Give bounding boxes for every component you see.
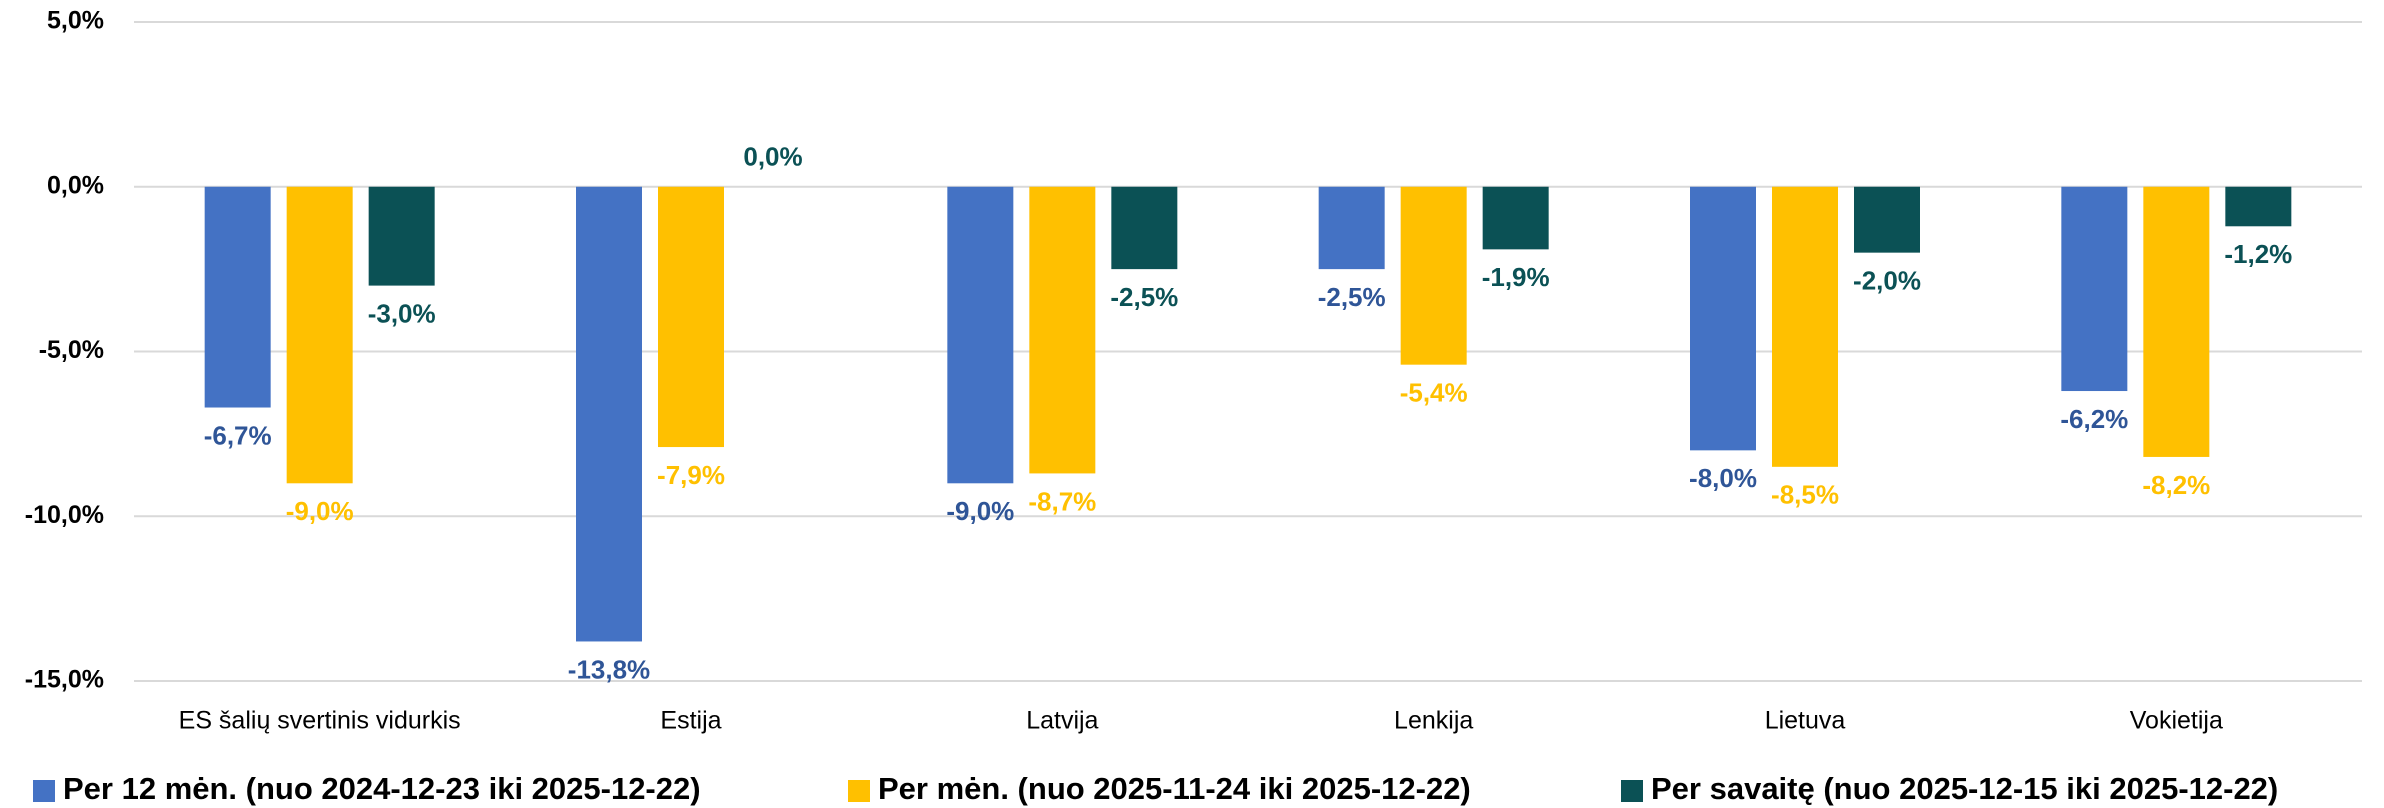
legend-swatch — [848, 780, 870, 802]
bar — [1400, 186, 1467, 365]
bar — [204, 186, 271, 408]
x-tick-label: Vokietija — [2130, 707, 2223, 735]
bar — [1482, 186, 1549, 250]
bar — [1772, 186, 1838, 467]
value-label: -7,9% — [657, 460, 725, 490]
legend-label: Per mėn. (nuo 2025-11-24 iki 2025-12-22) — [878, 771, 1471, 806]
bar — [1029, 186, 1096, 474]
bar — [2143, 186, 2210, 457]
bar — [2061, 186, 2128, 392]
bar — [658, 186, 724, 448]
value-label: -8,7% — [1028, 486, 1096, 516]
x-tick-label: ES šalių svertinis vidurkis — [179, 707, 461, 735]
x-tick-label: Lenkija — [1394, 707, 1473, 735]
value-label: -6,7% — [204, 420, 272, 450]
value-label: -8,5% — [1771, 480, 1839, 510]
value-label: -8,2% — [2142, 470, 2210, 500]
value-label: 0,0% — [743, 142, 802, 172]
value-label: -9,0% — [946, 496, 1014, 526]
x-tick-label: Latvija — [1026, 707, 1098, 735]
y-tick-label: -5,0% — [39, 336, 104, 364]
y-tick-label: -10,0% — [25, 501, 104, 529]
bar — [286, 186, 353, 484]
x-tick-label: Lietuva — [1765, 707, 1846, 735]
value-label: -3,0% — [368, 298, 436, 328]
bar — [1854, 186, 1920, 253]
y-tick-label: 5,0% — [47, 7, 104, 35]
legend-label: Per 12 mėn. (nuo 2024-12-23 iki 2025-12-… — [63, 771, 701, 806]
bar — [368, 186, 435, 286]
bar — [576, 186, 642, 642]
y-tick-label: -15,0% — [25, 666, 104, 694]
y-tick-label: 0,0% — [47, 171, 104, 199]
bar — [2225, 186, 2292, 227]
bar — [1318, 186, 1385, 270]
value-label: -2,5% — [1110, 282, 1178, 312]
value-label: -1,2% — [2224, 239, 2292, 269]
bar — [947, 186, 1014, 484]
value-label: -5,4% — [1400, 378, 1468, 408]
legend-label: Per savaitę (nuo 2025-12-15 iki 2025-12-… — [1651, 771, 2278, 806]
x-tick-label: Estija — [660, 707, 721, 735]
legend-swatch — [1621, 780, 1643, 802]
bar — [1111, 186, 1178, 270]
value-label: -8,0% — [1689, 463, 1757, 493]
value-label: -2,0% — [1853, 266, 1921, 296]
value-label: -6,2% — [2060, 404, 2128, 434]
value-label: -1,9% — [1482, 262, 1550, 292]
value-label: -9,0% — [286, 496, 354, 526]
bar — [1690, 186, 1756, 451]
legend-swatch — [33, 780, 55, 802]
value-label: -2,5% — [1318, 282, 1386, 312]
value-label: -13,8% — [568, 654, 650, 684]
